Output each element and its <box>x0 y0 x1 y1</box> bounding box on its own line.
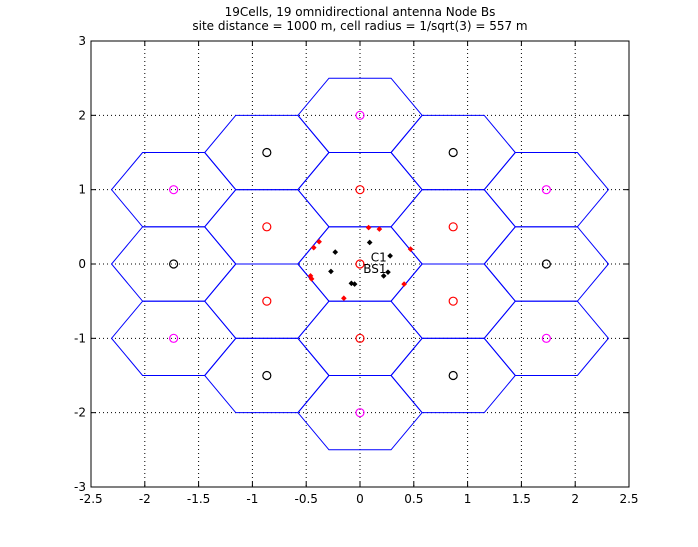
site-marker <box>262 147 272 158</box>
x-tick-label: -1.5 <box>187 492 210 506</box>
site-marker <box>355 259 365 269</box>
hex-cell <box>390 114 516 191</box>
site-marker <box>355 185 365 195</box>
annotation-label: C1 <box>371 250 387 264</box>
chart-title: 19Cells, 19 omnidirectional antenna Node… <box>225 5 496 19</box>
y-tick-label: 1 <box>78 183 86 197</box>
ue-marker <box>365 224 372 231</box>
x-tick-label: -1 <box>246 492 258 506</box>
ue-marker <box>310 244 317 251</box>
site-marker <box>541 185 551 195</box>
ue-marker <box>366 239 373 246</box>
site-marker <box>262 222 272 232</box>
ue-marker <box>407 246 414 252</box>
site-marker <box>262 370 272 381</box>
hex-cell <box>204 337 330 414</box>
y-tick-label: 0 <box>78 257 86 271</box>
chart-subtitle: site distance = 1000 m, cell radius = 1/… <box>192 19 527 33</box>
site-marker <box>169 333 179 343</box>
site-marker <box>169 185 179 195</box>
y-tick-label: 2 <box>78 108 86 122</box>
ue-marker <box>385 269 391 276</box>
site-marker <box>541 333 551 343</box>
x-tick-label: -2 <box>139 492 151 506</box>
axis-ticks: -2.5 -2 -1.5 -1 -0.5 0 0.5 1 1.5 2 2.5 3 2 1 0 -1 -2 -3 <box>74 34 639 506</box>
y-tick-label: -3 <box>74 480 86 494</box>
x-tick-label: 0.5 <box>404 492 423 506</box>
site-marker <box>355 408 365 418</box>
annotation-label: BS1 <box>363 262 386 276</box>
y-tick-label: -1 <box>74 331 86 345</box>
hex-cell <box>390 337 516 414</box>
site-marker <box>169 259 179 269</box>
site-marker <box>448 222 458 232</box>
site-marker <box>355 333 365 343</box>
ue-marker <box>376 226 383 232</box>
user-equipment <box>307 224 414 302</box>
site-marker <box>448 147 458 158</box>
ue-marker <box>351 281 358 287</box>
ue-marker <box>332 249 339 255</box>
site-marker <box>541 259 551 269</box>
site-marker <box>262 296 272 306</box>
y-tick-label: 3 <box>78 34 86 48</box>
ue-marker <box>328 268 334 275</box>
hex-cell <box>110 226 237 302</box>
x-tick-label: 2 <box>571 492 579 506</box>
x-tick-label: 2.5 <box>619 492 638 506</box>
grid <box>91 41 629 487</box>
ue-marker <box>308 276 315 282</box>
hex-cells <box>110 77 610 451</box>
ue-marker <box>341 295 347 302</box>
site-marker <box>448 296 458 306</box>
site-marker <box>355 110 365 120</box>
hex-cell <box>483 226 610 302</box>
x-tick-label: -0.5 <box>294 492 317 506</box>
ue-marker <box>401 281 407 287</box>
x-tick-label: 0 <box>356 492 364 506</box>
node-b-sites <box>169 110 551 418</box>
ue-marker <box>380 273 387 279</box>
hex-cell <box>204 114 330 191</box>
x-tick-label: 1.5 <box>512 492 531 506</box>
site-marker <box>448 370 458 381</box>
x-tick-label: -2.5 <box>79 492 102 506</box>
y-tick-label: -2 <box>74 406 86 420</box>
x-tick-label: 1 <box>464 492 472 506</box>
ue-marker <box>387 252 393 259</box>
ue-marker <box>316 238 322 245</box>
